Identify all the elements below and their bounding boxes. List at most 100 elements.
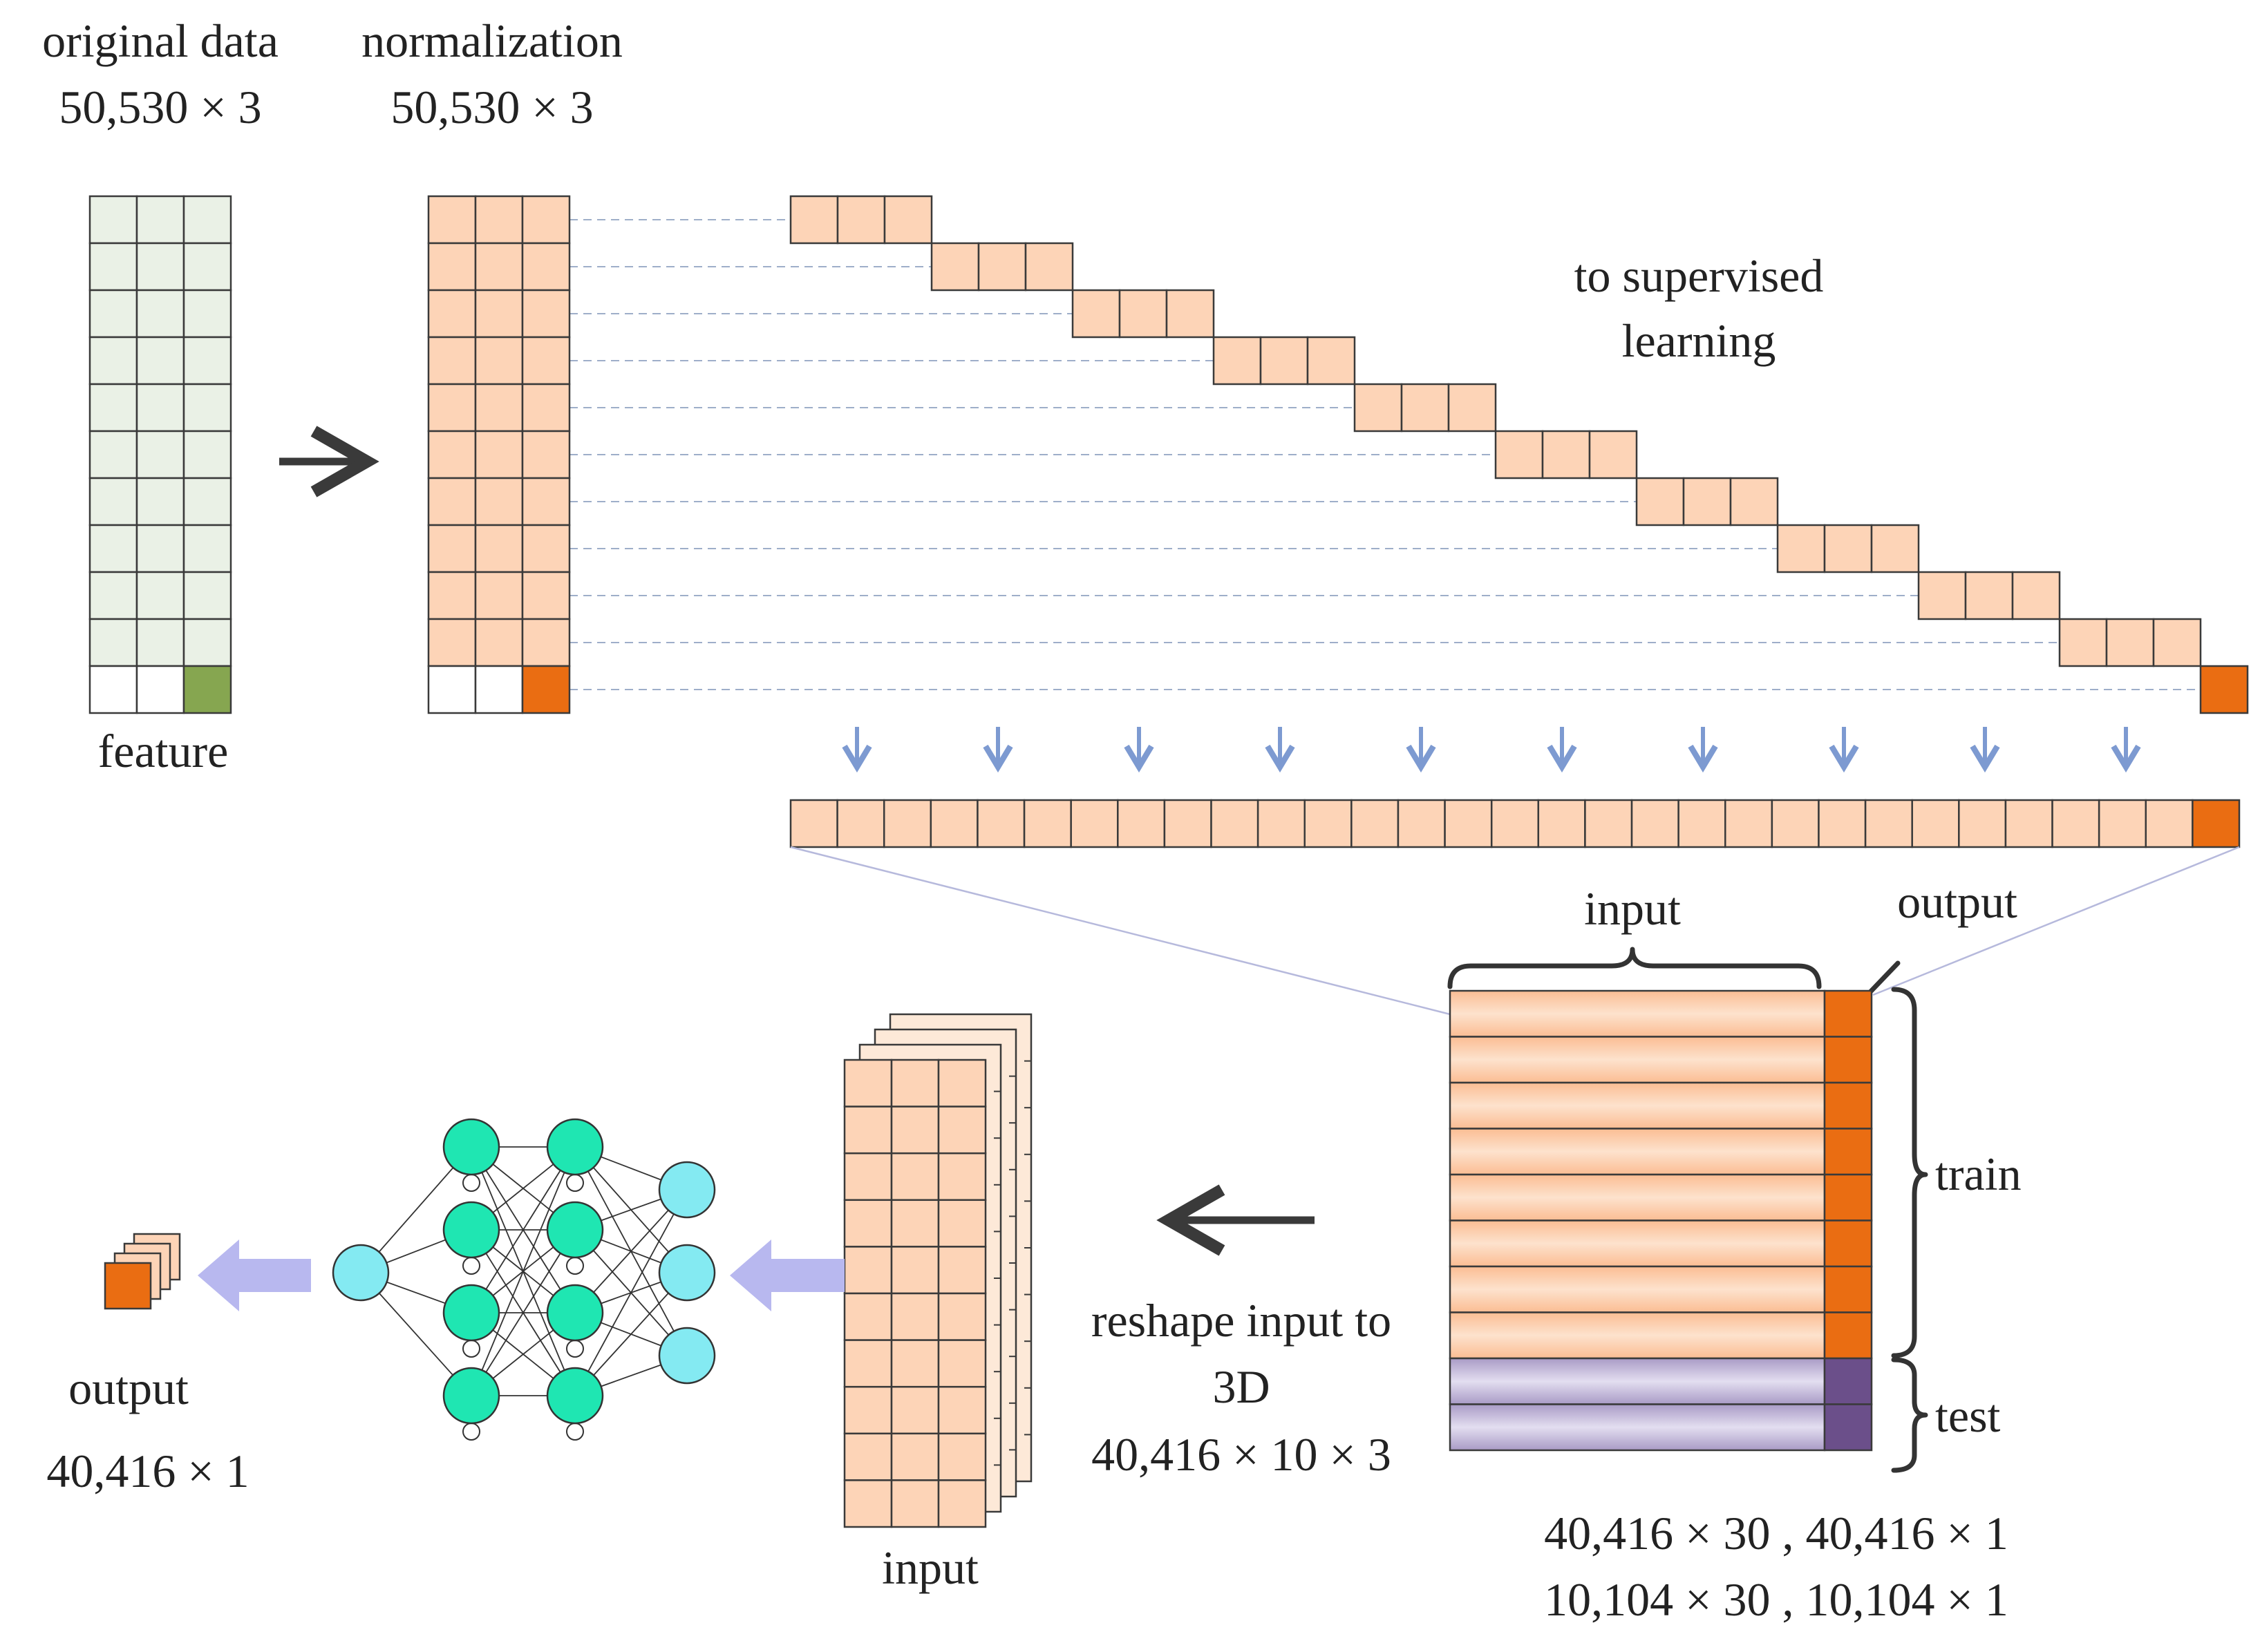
flat-cell (2004, 799, 2053, 848)
flat-cell (1117, 799, 1166, 848)
window-cell (883, 195, 933, 245)
nn-input-node (332, 1244, 390, 1302)
norm-cell (474, 477, 524, 526)
flatten-arrows (842, 727, 2141, 773)
window-cell (1118, 289, 1168, 339)
normalization-dims: 50,530 × 3 (390, 81, 593, 133)
norm-cell (474, 571, 524, 620)
nn-hidden-node (442, 1118, 500, 1176)
train-output-cell (1823, 1265, 1873, 1313)
norm-cell (521, 618, 571, 667)
norm-cell (521, 242, 571, 292)
input-3d-stack (843, 1013, 1033, 1528)
norm-cell (521, 571, 571, 620)
train-output-cell (1823, 1081, 1873, 1130)
stack-front-cell (843, 1199, 893, 1248)
norm-cell (427, 618, 477, 667)
original-data-dims: 50,530 × 3 (59, 81, 261, 133)
nn-hidden-node (546, 1201, 604, 1259)
data-cell (88, 336, 138, 386)
data-cell (182, 430, 232, 480)
flat-cell (1303, 799, 1353, 848)
data-cell (182, 289, 232, 339)
norm-cell (474, 195, 524, 245)
nn-connection (471, 1229, 576, 1396)
stack-front-cell (890, 1339, 940, 1388)
flat-cell (1163, 799, 1212, 848)
flat-cell (1958, 799, 2007, 848)
norm-cell (521, 336, 571, 386)
test-brace (1891, 1357, 1928, 1473)
window-cell (1212, 336, 1262, 386)
reshape-label-line1: reshape input to (1091, 1294, 1391, 1347)
window-cell (930, 242, 980, 292)
flat-cell (930, 799, 979, 848)
norm-cell (474, 383, 524, 433)
sliding-window-guides (569, 219, 2198, 690)
data-cell (135, 430, 185, 480)
result-output-dims: 40,416 × 1 (46, 1445, 249, 1497)
train-input-row (1449, 1265, 1826, 1313)
flat-cell (1397, 799, 1446, 848)
data-cell (135, 289, 185, 339)
flat-cell (1256, 799, 1306, 848)
norm-cell (427, 477, 477, 526)
nn-output-node (658, 1244, 716, 1302)
window-cell (1071, 289, 1121, 339)
window-cell (1917, 571, 1967, 620)
stack-to-network-arrow (730, 1240, 845, 1311)
nn-connection (471, 1146, 576, 1313)
window-cell (2058, 618, 2108, 667)
stack-front-cell (843, 1432, 893, 1481)
data-cell (135, 477, 185, 526)
flat-cell (1537, 799, 1586, 848)
stack-front-cell (890, 1246, 940, 1295)
stack-front-cell (843, 1152, 893, 1202)
nn-bias-node (566, 1423, 584, 1441)
nn-bias-node (462, 1340, 480, 1358)
neural-network (332, 1118, 716, 1441)
data-cell (182, 383, 232, 433)
stack-front-cell (843, 1339, 893, 1388)
window-cell (1165, 289, 1215, 339)
train-input-row (1449, 1173, 1826, 1222)
stack-front-cell (937, 1292, 987, 1341)
sliding-window-staircase (789, 195, 2249, 714)
nn-hidden-node (546, 1284, 604, 1342)
window-cell (1494, 430, 1544, 480)
window-cell (1870, 524, 1920, 573)
flat-cell (1490, 799, 1540, 848)
data-cell (135, 665, 185, 714)
window-cell (977, 242, 1027, 292)
nn-bias-node (566, 1340, 584, 1358)
window-cell (1259, 336, 1309, 386)
nn-hidden-node (442, 1284, 500, 1342)
feature-caption: feature (98, 725, 229, 777)
nn-hidden-node (442, 1367, 500, 1425)
stack-front-cell (890, 1058, 940, 1108)
data-cell (88, 618, 138, 667)
data-cell (88, 195, 138, 245)
norm-cell (474, 524, 524, 573)
stack-front-cell (937, 1339, 987, 1388)
data-cell (88, 477, 138, 526)
train-test-matrix (1449, 989, 1873, 1452)
nn-output-node (658, 1161, 716, 1219)
nn-bias-node (462, 1423, 480, 1441)
window-cell (1682, 477, 1732, 526)
input-brace (1447, 947, 1822, 989)
flat-cell (2051, 799, 2100, 848)
train-output-cell (1823, 1173, 1873, 1222)
flat-cell (1911, 799, 1960, 848)
nn-bias-node (462, 1257, 480, 1275)
test-input-row (1449, 1357, 1826, 1405)
data-cell (88, 571, 138, 620)
norm-cell (521, 477, 571, 526)
norm-cell (474, 665, 524, 714)
stack-front-cell (937, 1058, 987, 1108)
data-cell (88, 383, 138, 433)
norm-cell (521, 430, 571, 480)
data-cell (88, 665, 138, 714)
data-cell (135, 524, 185, 573)
stack-front-cell (890, 1292, 940, 1341)
